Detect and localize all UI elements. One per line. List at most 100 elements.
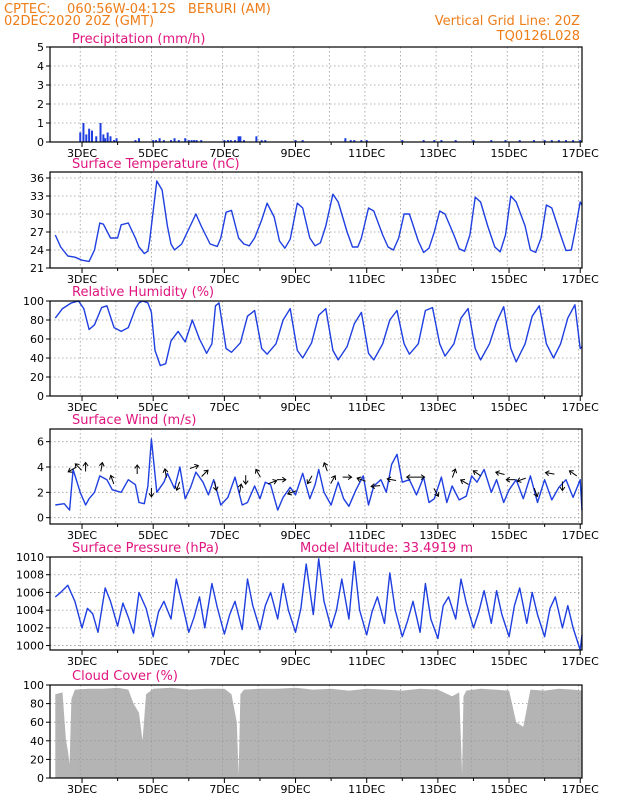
x-tick-label: 15DEC <box>490 783 527 796</box>
header-model-id: TQ0126L028 <box>496 29 580 44</box>
y-tick-label: 1008 <box>16 569 44 582</box>
series-line <box>54 558 583 651</box>
humidity-title: Relative Humidity (%) <box>72 285 214 300</box>
precip-bar <box>162 140 165 142</box>
x-tick-label: 11DEC <box>348 147 385 160</box>
y-tick-label: 5 <box>37 41 44 54</box>
y-tick-label: 30 <box>30 208 44 221</box>
y-tick-label: 20 <box>30 371 44 384</box>
precip-bar <box>579 140 582 142</box>
y-tick-label: 40 <box>30 352 44 365</box>
x-tick-label: 9DEC <box>280 147 310 160</box>
wind-arrow <box>82 461 89 472</box>
y-tick-label: 60 <box>30 716 44 729</box>
precip-bar <box>152 140 155 142</box>
wind-arrow <box>516 477 526 483</box>
precip-bar <box>518 140 521 142</box>
precip-bar <box>264 140 267 142</box>
wind-arrow <box>459 479 469 485</box>
precip-bar <box>106 132 109 142</box>
x-tick-label: 13DEC <box>419 401 456 414</box>
x-tick-label: 9DEC <box>280 273 310 286</box>
precip-bar <box>433 140 436 142</box>
plot-area <box>50 301 582 396</box>
x-tick-label: 15DEC <box>490 147 527 160</box>
series-line <box>54 300 583 367</box>
precip-bar <box>301 140 304 142</box>
precip-bar <box>440 140 443 142</box>
temperature-panel: Surface Temperature (nC) 21 24 27 30 33 36 3DE… <box>30 157 599 286</box>
precip-bar <box>234 140 237 142</box>
precip-bar <box>237 136 240 142</box>
pressure-panel: Surface Pressure (hPa) Model Altitude: 3… <box>16 541 599 668</box>
y-tick-label: 2 <box>37 486 44 499</box>
y-tick-label: 1010 <box>16 551 44 564</box>
x-tick-label: 9DEC <box>280 783 310 796</box>
wind-arrow <box>405 474 416 481</box>
wind-arrow <box>174 481 181 492</box>
x-tick-label: 15DEC <box>490 655 527 668</box>
header-datetime: 02DEC2020 20Z (GMT) <box>4 14 154 29</box>
plot-frame <box>49 428 583 525</box>
x-tick-label: 11DEC <box>348 529 385 542</box>
wind-arrow <box>237 483 244 494</box>
x-tick-label: 3DEC <box>67 273 97 286</box>
x-tick-label: 13DEC <box>419 529 456 542</box>
plot-frame <box>49 171 583 269</box>
plot-area <box>50 429 582 524</box>
series-line <box>55 438 583 511</box>
wind-arrow <box>109 474 115 485</box>
x-tick-label: 11DEC <box>348 401 385 414</box>
humidity-panel: Relative Humidity (%) 0 20 40 60 80 100 3DEC 5D… <box>23 285 599 414</box>
wind-arrow <box>356 476 366 482</box>
plot-area <box>50 557 582 650</box>
y-tick-label: 40 <box>30 735 44 748</box>
x-tick-label: 13DEC <box>419 783 456 796</box>
x-tick-label: 17DEC <box>562 783 599 796</box>
precip-bar <box>349 140 352 142</box>
precip-bar <box>99 123 102 142</box>
x-tick-label: 3DEC <box>67 655 97 668</box>
x-tick-label: 17DEC <box>562 529 599 542</box>
x-tick-label: 17DEC <box>562 273 599 286</box>
precip-bar <box>223 140 226 142</box>
y-tick-label: 27 <box>30 226 44 239</box>
x-tick-label: 9DEC <box>280 655 310 668</box>
plot-frame <box>49 556 583 651</box>
x-tick-label: 5DEC <box>138 401 168 414</box>
y-tick-label: 1002 <box>16 622 44 635</box>
y-tick-label: 100 <box>23 679 44 692</box>
cloud-cover-panel: Cloud Cover (%) 0 20 40 60 80 100 3DEC 5DEC 7DEC… <box>23 669 599 796</box>
y-tick-label: 36 <box>30 172 44 185</box>
y-tick-label: 3 <box>37 79 44 92</box>
x-tick-label: 13DEC <box>419 273 456 286</box>
x-tick-label: 5DEC <box>138 147 168 160</box>
precip-bar <box>550 140 553 142</box>
wind-arrow <box>212 481 219 492</box>
wind-arrow <box>494 470 505 476</box>
wind-arrow <box>433 488 440 497</box>
x-tick-label: 3DEC <box>67 401 97 414</box>
precip-bar <box>184 138 187 142</box>
wind-arrow <box>276 476 287 483</box>
y-tick-label: 4 <box>37 60 44 73</box>
precip-bar <box>229 140 232 142</box>
precip-bar <box>422 140 425 142</box>
precip-bar <box>200 140 203 142</box>
x-tick-label: 11DEC <box>348 273 385 286</box>
header-vertical-grid: Vertical Grid Line: 20Z <box>435 14 580 29</box>
precip-bar <box>82 123 85 142</box>
y-tick-label: 100 <box>23 295 44 308</box>
x-tick-label: 9DEC <box>280 529 310 542</box>
model-altitude-label: Model Altitude: 33.4919 m <box>300 541 473 556</box>
precip-bar <box>454 140 457 142</box>
pressure-title: Surface Pressure (hPa) <box>72 541 219 556</box>
plot-area <box>50 172 582 268</box>
precip-bar <box>134 140 137 142</box>
x-tick-label: 5DEC <box>138 529 168 542</box>
wind-arrow <box>370 483 381 490</box>
wind-panel: Surface Wind (m/s) 0 2 4 6 3DEC 5DEC 7DEC 9DEC 1… <box>37 413 599 542</box>
x-tick-label: 3DEC <box>67 147 97 160</box>
wind-arrow <box>268 479 278 485</box>
